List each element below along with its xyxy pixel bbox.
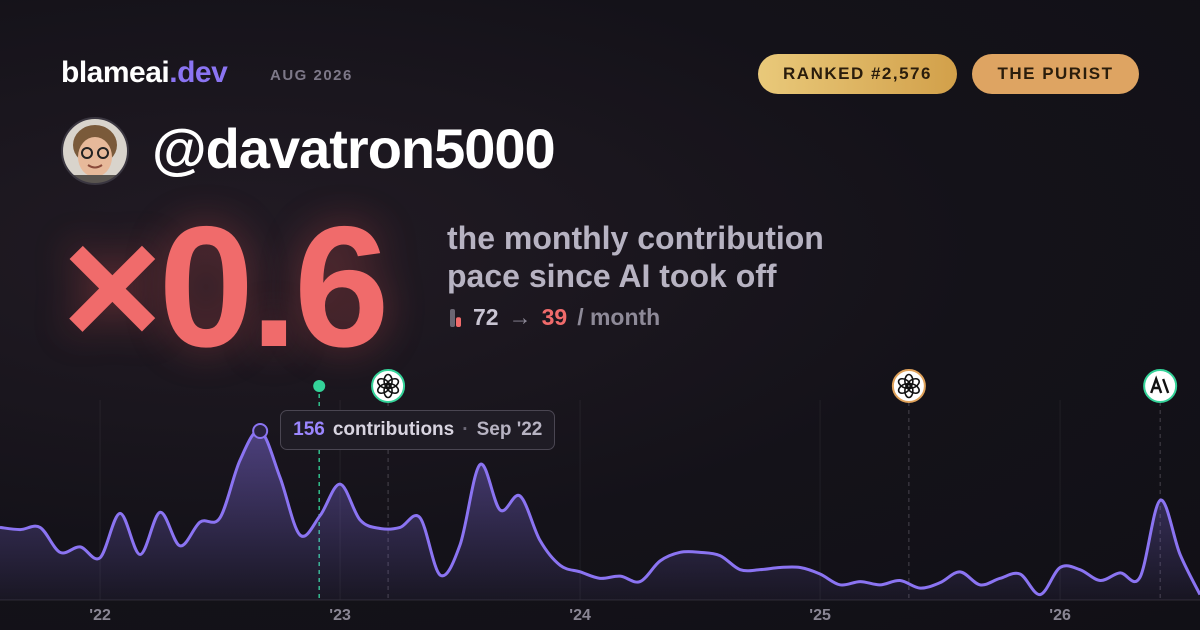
stat-bars	[450, 308, 461, 327]
x-tick-label: '26	[1049, 607, 1071, 624]
rank-badge: RANKED #2,576	[758, 54, 957, 94]
period: AUG 2026	[270, 67, 353, 84]
event-icon	[891, 369, 926, 403]
caption: pace since AI took off	[447, 258, 777, 294]
tooltip-date: Sep '22	[476, 419, 543, 440]
event-icon	[371, 369, 406, 403]
x-tick-label: '25	[809, 607, 831, 624]
x-tick-label: '23	[329, 607, 351, 624]
x-tick-label: '22	[89, 607, 111, 624]
handle: @davatron5000	[152, 117, 556, 180]
icon-glyph	[1150, 375, 1170, 394]
tooltip: 156 contributions · Sep '22	[280, 410, 556, 450]
event-icon	[1143, 369, 1178, 403]
line	[0, 429, 1200, 597]
tooltip-value: 156	[293, 419, 325, 440]
brand-name: blameai	[61, 56, 170, 89]
icon-petal	[376, 377, 391, 390]
stat-before: 72	[473, 304, 499, 330]
avatar	[61, 117, 129, 185]
area	[0, 430, 1200, 600]
stats: 72 → 39 / month	[447, 304, 660, 331]
stat-bar	[456, 316, 461, 327]
caption: the monthly contribution	[447, 220, 824, 256]
multiplier: ×0.6	[62, 191, 390, 383]
event-marker	[891, 369, 926, 600]
tooltip-separator: ·	[462, 419, 469, 440]
x-tick-label: '24	[569, 607, 591, 624]
persona-badge: THE PURIST	[972, 54, 1139, 94]
stat-after: 39	[541, 304, 568, 330]
event-dot	[313, 380, 326, 392]
event-marker	[371, 369, 406, 600]
brand: blameai.dev	[61, 56, 228, 90]
tooltip-text: contributions	[332, 419, 455, 440]
stat-arrow: →	[508, 304, 532, 330]
stat-bar	[450, 308, 455, 327]
stat-unit: / month	[577, 304, 661, 330]
icon-petal	[897, 377, 912, 390]
brand-tld: .dev	[169, 56, 228, 89]
highlight-point	[252, 423, 269, 439]
